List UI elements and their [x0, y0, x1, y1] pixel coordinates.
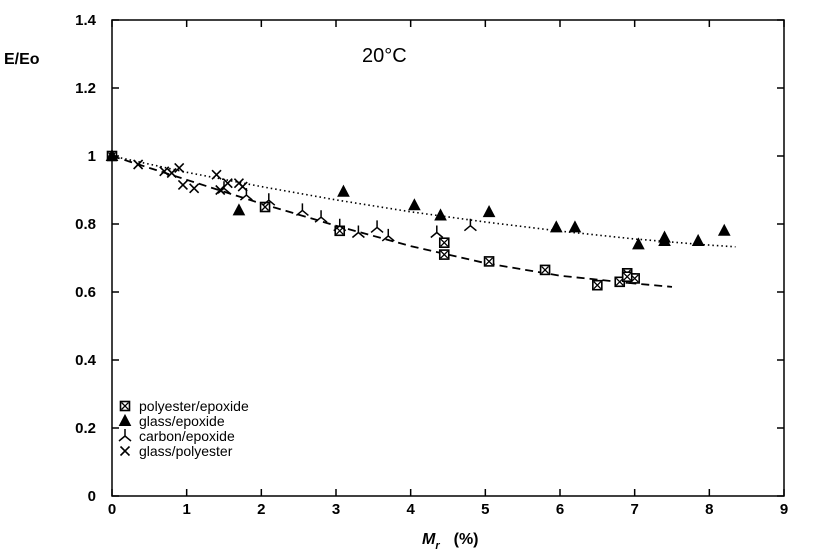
x-tick-label: 0 [108, 501, 116, 518]
data-point-triangle [482, 205, 496, 218]
data-point-triangle [434, 208, 447, 221]
x-tick-label: 1 [182, 501, 190, 518]
data-point-triangle [408, 198, 421, 211]
y-tick-label: 0.2 [75, 420, 96, 437]
data-point-triangle [232, 203, 246, 216]
data-point-tri-branch [262, 193, 276, 206]
data-point-x [189, 183, 200, 194]
y-tick-label: 1.2 [75, 80, 96, 97]
x-tick-label: 6 [556, 501, 564, 518]
x-tick-label: 8 [705, 501, 713, 518]
data-point-tri-branch [430, 225, 444, 239]
x-tick-label: 4 [406, 501, 415, 518]
data-point-boxed-x [592, 279, 603, 291]
data-point-boxed-x [539, 264, 551, 276]
x-tick-label: 3 [332, 501, 340, 518]
y-tick-label: 0 [88, 488, 96, 505]
y-tick-label: 0.8 [75, 216, 96, 233]
data-point-x [211, 169, 222, 180]
data-point-x [177, 179, 188, 190]
legend-label: glass/polyester [139, 443, 233, 459]
data-point-tri-branch [370, 220, 384, 233]
data-point-x [222, 178, 233, 189]
data-point-x [237, 181, 248, 192]
data-point-tri-branch [333, 218, 347, 232]
y-tick-label: 1 [88, 148, 96, 165]
x-axis-title-subscript: r [435, 540, 440, 552]
legend-marker-tri-branch [118, 429, 132, 442]
fit-lines [111, 155, 736, 288]
legend-marker-boxed-x [119, 400, 131, 412]
x-tick-label: 9 [780, 501, 788, 518]
data-point-boxed-x [438, 249, 450, 260]
legend-label: carbon/epoxide [139, 428, 235, 444]
data-point-x [174, 162, 185, 173]
data-point-boxed-x [621, 271, 633, 283]
data-point-triangle [717, 223, 731, 236]
x-tick-label: 7 [630, 501, 638, 518]
data-point-triangle [549, 220, 563, 233]
data-point-x [133, 159, 144, 170]
y-tick-label: 1.4 [75, 12, 97, 29]
axis-ticks: 0 1 2 3 4 5 6 7 8 9 0 0.2 0.4 0.6 0.8 1 1.2 1.4 [75, 12, 788, 518]
y-tick-label: 0.6 [75, 284, 96, 301]
legend-label: polyester/epoxide [139, 398, 249, 414]
x-axis-title-main: M [422, 531, 436, 548]
data-point-boxed-x [483, 256, 495, 267]
y-axis-title: E/Eo [4, 51, 40, 68]
dotted-fit-line [111, 155, 736, 248]
data-point-triangle [658, 233, 671, 246]
data-point-triangle [632, 237, 645, 250]
legend: polyester/epoxideglass/epoxidecarbon/epo… [118, 398, 249, 459]
legend-label: glass/epoxide [139, 413, 225, 429]
x-axis-title: Mr (%) [422, 531, 479, 552]
data-point-tri-branch [295, 203, 309, 216]
temperature-annotation: 20°C [362, 45, 407, 67]
x-tick-label: 5 [481, 501, 489, 518]
data-point-tri-branch [381, 228, 395, 242]
data-point-tri-branch [351, 225, 365, 239]
data-point-tri-branch [314, 210, 328, 223]
data-point-tri-branch [463, 218, 477, 232]
data-point-x [159, 166, 170, 177]
data-point-triangle [337, 184, 350, 197]
legend-marker-x [119, 445, 131, 457]
dashed-fit-line [111, 155, 673, 288]
data-point-triangle [568, 220, 582, 233]
data-point-triangle [691, 233, 705, 246]
legend-marker-triangle [118, 413, 132, 426]
plot-frame [111, 19, 785, 497]
data-point-boxed-x [438, 237, 450, 248]
y-tick-label: 0.4 [75, 352, 97, 369]
data-point-x [166, 167, 177, 179]
data-points [105, 148, 731, 291]
x-tick-label: 2 [257, 501, 265, 518]
x-axis-title-unit: (%) [454, 531, 479, 548]
